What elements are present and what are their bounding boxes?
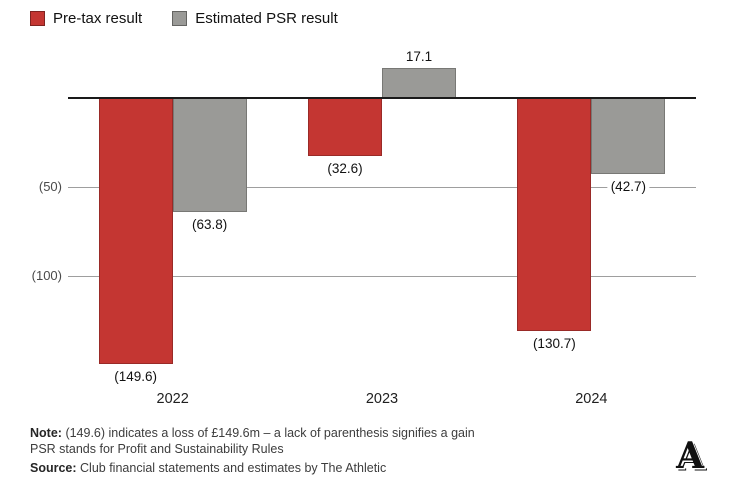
legend-label-pretax: Pre-tax result: [53, 10, 143, 27]
footer-note-line1: Note: (149.6) indicates a loss of £149.6…: [30, 426, 475, 442]
zero-baseline: [68, 97, 696, 99]
y-axis-tick-100: (100): [31, 268, 62, 283]
value-label-estimated-psr-result-2022: (63.8): [189, 216, 231, 232]
bar-estimated-psr-result-2023: [382, 67, 456, 98]
the-athletic-logo: A: [676, 435, 704, 477]
value-label-estimated-psr-result-2024: (42.7): [607, 179, 649, 194]
value-label-pre-tax-result-2022: (149.6): [111, 369, 161, 385]
chart-footer: Note: (149.6) indicates a loss of £149.6…: [30, 426, 475, 477]
value-label-pre-tax-result-2024: (130.7): [529, 335, 579, 351]
y-axis-tick-50: (50): [38, 179, 62, 194]
footer-note-line2: PSR stands for Profit and Sustainability…: [30, 441, 284, 456]
x-axis-label-2024: 2024: [575, 391, 608, 407]
bar-estimated-psr-result-2022: [172, 98, 247, 212]
gridline-50: [68, 187, 696, 188]
value-label-estimated-psr-result-2023: 17.1: [402, 48, 436, 64]
bar-pre-tax-result-2023: [308, 98, 382, 157]
gridline-100: [68, 276, 696, 277]
bar-pre-tax-result-2022: [98, 98, 173, 365]
legend-swatch-pretax-icon: [30, 11, 45, 26]
x-axis-label-2023: 2023: [365, 391, 399, 407]
footer-source-text: Club financial statements and estimates …: [80, 461, 387, 475]
legend-label-psr: Estimated PSR result: [195, 10, 338, 27]
legend-swatch-psr-icon: [172, 11, 188, 26]
footer-source-line: Source: Club financial statements and es…: [30, 461, 475, 477]
legend: Pre-tax result Estimated PSR result: [30, 10, 338, 27]
legend-item-pretax-result: Pre-tax result: [30, 10, 142, 27]
bar-pre-tax-result-2024: [517, 98, 592, 331]
x-axis-label-2022: 2022: [156, 391, 189, 407]
legend-item-psr-result: Estimated PSR result: [172, 10, 338, 27]
footer-source-label: Source:: [30, 461, 77, 475]
value-label-pre-tax-result-2023: (32.6): [324, 161, 366, 177]
footer-note-label: Note:: [30, 426, 62, 440]
footer-note-text: (149.6) indicates a loss of £149.6m – a …: [65, 426, 475, 440]
bar-estimated-psr-result-2024: [591, 98, 666, 174]
